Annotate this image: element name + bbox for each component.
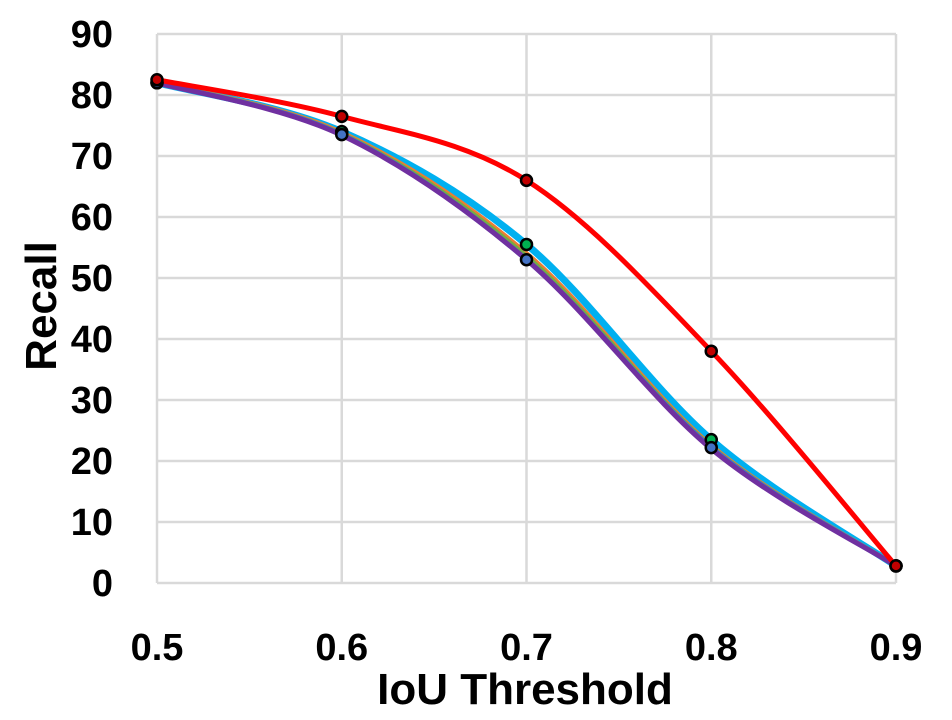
data-point-marker bbox=[704, 344, 718, 358]
x-tick-label: 0.6 bbox=[315, 627, 368, 669]
x-tick-label: 0.7 bbox=[500, 627, 553, 669]
x-tick-label: 0.8 bbox=[685, 627, 738, 669]
data-point-marker bbox=[704, 440, 718, 455]
series-line-5 bbox=[154, 80, 899, 569]
data-point-marker bbox=[150, 73, 164, 87]
x-axis-title: IoU Threshold bbox=[377, 665, 673, 714]
y-tick-label: 0 bbox=[92, 563, 113, 605]
y-axis-title: Recall bbox=[17, 241, 66, 371]
series-line-6 bbox=[154, 77, 899, 569]
y-tick-label: 30 bbox=[71, 380, 113, 422]
y-tick-label: 60 bbox=[71, 197, 113, 239]
x-axis-ticks: 0.5 0.6 0.7 0.8 0.9 bbox=[131, 627, 923, 669]
x-tick-label: 0.5 bbox=[131, 627, 184, 669]
y-tick-label: 20 bbox=[71, 441, 113, 483]
y-tick-label: 40 bbox=[71, 319, 113, 361]
y-tick-label: 50 bbox=[71, 258, 113, 300]
data-point-markers bbox=[150, 73, 903, 573]
y-tick-label: 10 bbox=[71, 502, 113, 544]
y-tick-label: 90 bbox=[71, 14, 113, 56]
data-point-marker bbox=[889, 559, 903, 573]
y-tick-label: 70 bbox=[71, 136, 113, 178]
x-tick-label: 0.9 bbox=[870, 627, 923, 669]
data-point-marker bbox=[335, 109, 349, 124]
data-point-marker bbox=[519, 173, 534, 188]
y-axis-ticks: 0 10 20 30 40 50 60 70 80 90 bbox=[71, 14, 113, 605]
data-point-marker bbox=[519, 237, 534, 252]
data-point-marker bbox=[335, 127, 349, 142]
y-tick-label: 80 bbox=[71, 75, 113, 117]
data-point-marker bbox=[519, 252, 534, 267]
